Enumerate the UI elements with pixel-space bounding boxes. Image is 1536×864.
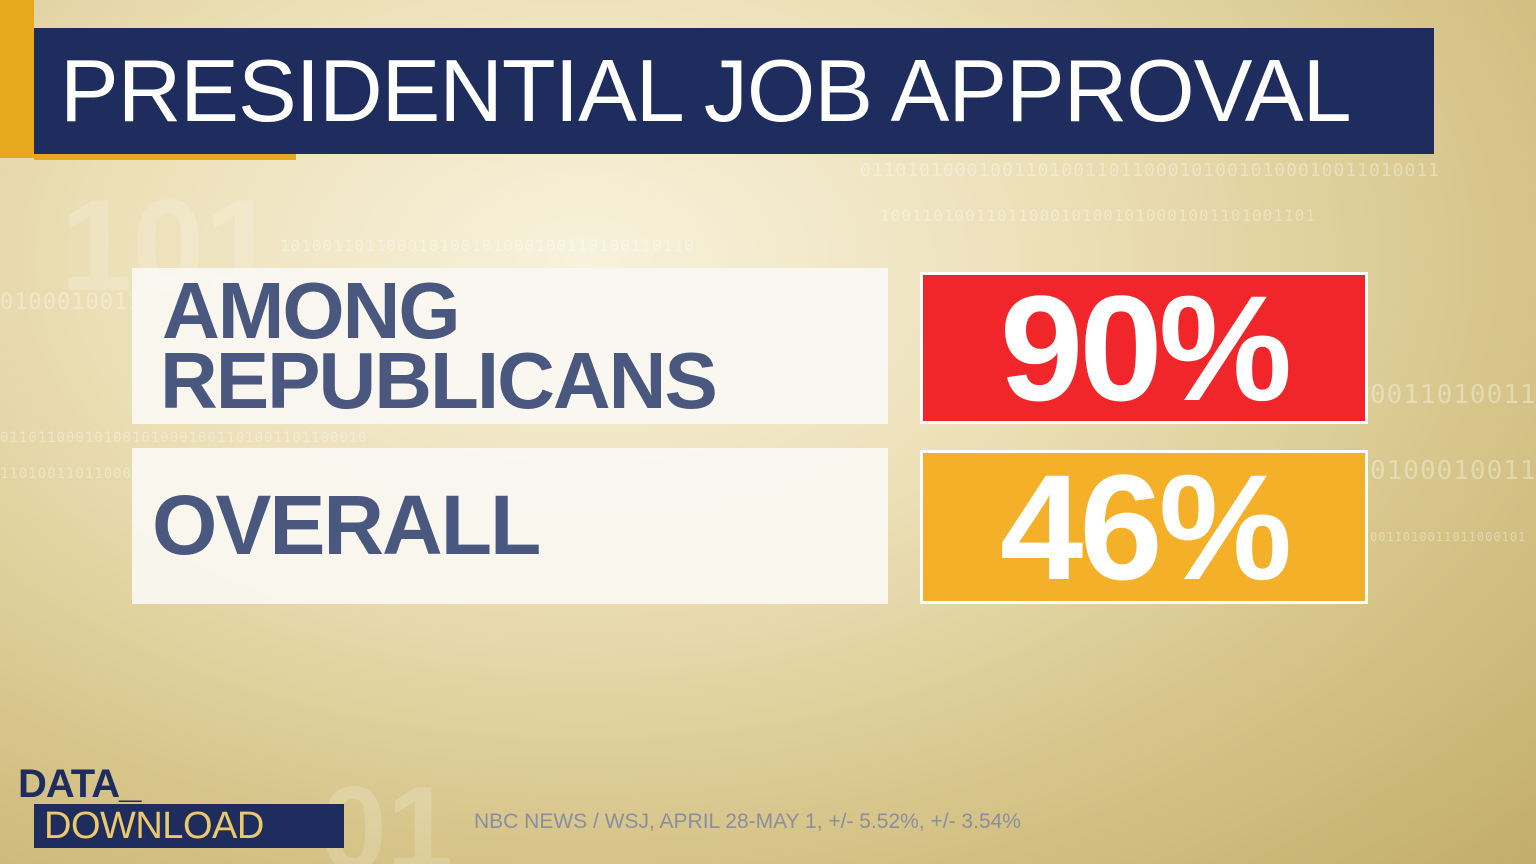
row-label-overall: OVERALL [152, 478, 541, 572]
logo-data-text: DATA_ [18, 762, 141, 806]
background-binary: 011011000101001010001001101001101100010 [0, 430, 368, 446]
background-binary: 01000100110 [1370, 456, 1536, 486]
value-overall: 46% [999, 442, 1292, 611]
title-bar [34, 28, 1434, 154]
row-label-box-republicans [132, 268, 888, 424]
value-box-overall: 46% [920, 443, 1368, 611]
row-label-box-overall [132, 448, 888, 604]
background-binary: 0011010011011000101 [1370, 530, 1527, 544]
row-label-line1: AMONG [162, 266, 461, 355]
background-binary: 0011010011 [1370, 380, 1536, 410]
source-note: NBC NEWS / WSJ, APRIL 28-MAY 1, +/- 5.52… [474, 810, 1021, 833]
background-binary: 101001101100010100101000100110100110110 [280, 236, 695, 255]
row-label-line2: REPUBLICANS [160, 336, 718, 425]
value-republicans: 90% [999, 263, 1292, 432]
title-accent-bar [0, 0, 34, 158]
background-binary: 0100010011 [0, 290, 143, 315]
logo-download-text: DOWNLOAD [44, 805, 264, 847]
background-binary: 1101001101100010 [0, 466, 151, 482]
logo-download-box [34, 804, 344, 848]
page-title: PRESIDENTIAL JOB APPROVAL [60, 41, 1352, 140]
value-box-republicans: 90% [920, 264, 1368, 432]
background-binary: 0110101000100110100110110001010010100010… [860, 160, 1441, 181]
title-accent-underline [34, 154, 296, 160]
background-binary: 1001101001101100010100101000100110100110… [880, 206, 1316, 225]
